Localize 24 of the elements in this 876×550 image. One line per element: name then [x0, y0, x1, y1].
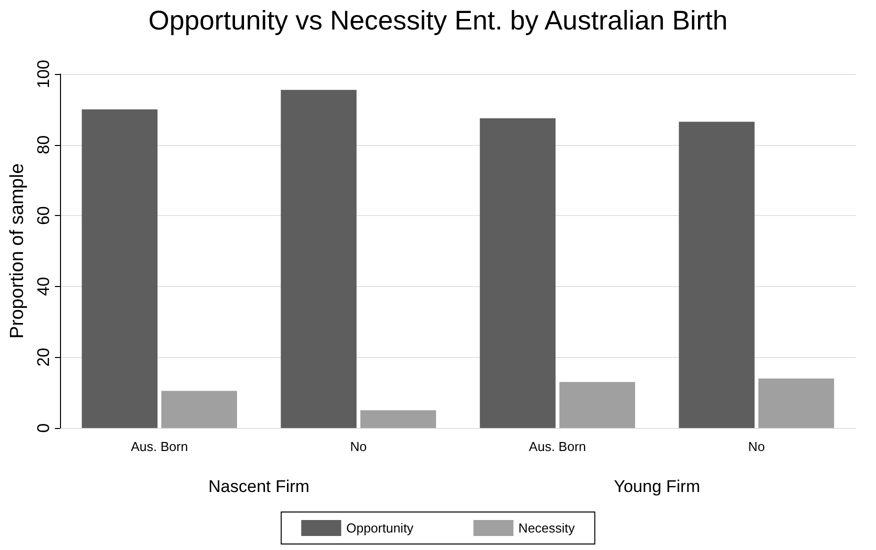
- bar: [280, 90, 357, 428]
- bar: [161, 390, 238, 428]
- y-tick-label: 0: [34, 423, 53, 433]
- y-tick-label: 20: [34, 348, 53, 367]
- x-tick-label: No: [748, 439, 765, 454]
- bar: [678, 122, 755, 428]
- x-tick-label: Aus. Born: [130, 439, 188, 454]
- text: Nascent Firm: [208, 477, 310, 496]
- bar: [559, 382, 636, 428]
- text: Young Firm: [614, 477, 700, 496]
- x-tick-label: Aus. Born: [528, 439, 586, 454]
- y-tick-label: 40: [34, 276, 53, 296]
- legend-label: Necessity: [518, 520, 576, 536]
- x-tick-label: No: [350, 439, 367, 454]
- bar: [480, 118, 556, 428]
- chart-title: Opportunity vs Necessity Ent. by Australian Birth: [148, 6, 728, 36]
- y-tick-label: 60: [34, 206, 53, 226]
- legend-label: Opportunity: [346, 520, 414, 536]
- bar: [758, 378, 834, 428]
- y-tick-label: 100: [34, 60, 53, 88]
- y-axis-title: Proportion of sample: [7, 163, 28, 339]
- bar: [360, 410, 436, 428]
- bar: [82, 109, 158, 428]
- y-tick-label: 80: [34, 135, 53, 154]
